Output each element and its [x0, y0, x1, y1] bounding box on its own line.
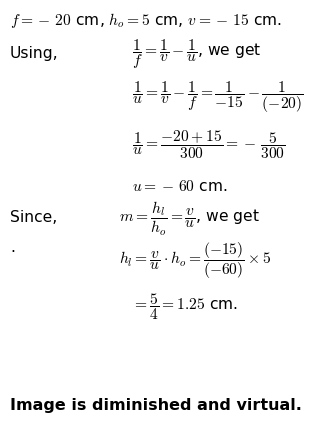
Text: Image is diminished and virtual.: Image is diminished and virtual.	[10, 398, 302, 413]
Text: $\dfrac{1}{u} = \dfrac{1}{v} - \dfrac{1}{f} = \dfrac{1}{-15} - \dfrac{1}{(-20)}$: $\dfrac{1}{u} = \dfrac{1}{v} - \dfrac{1}…	[132, 79, 304, 115]
Text: $m = \dfrac{h_l}{h_o} = \dfrac{v}{u}$, we get: $m = \dfrac{h_l}{h_o} = \dfrac{v}{u}$, w…	[119, 199, 260, 238]
Text: $u = -\,60$ cm.: $u = -\,60$ cm.	[132, 178, 228, 194]
Text: $f = -\,20$ cm, $h_o = 5$ cm, $v = -\,15$ cm.: $f = -\,20$ cm, $h_o = 5$ cm, $v = -\,15…	[10, 11, 282, 30]
Text: $h_l = \dfrac{v}{u} \cdot h_o = \dfrac{(-15)}{(-60)} \times 5$: $h_l = \dfrac{v}{u} \cdot h_o = \dfrac{(…	[119, 240, 271, 281]
Text: $= \dfrac{5}{4} = 1.25$ cm.: $= \dfrac{5}{4} = 1.25$ cm.	[132, 291, 239, 322]
Text: $\dfrac{1}{u} = \dfrac{-20+15}{300} = -\,\dfrac{5}{300}$: $\dfrac{1}{u} = \dfrac{-20+15}{300} = -\…	[132, 128, 286, 161]
Text: Since,: Since,	[10, 210, 57, 225]
Text: $\dfrac{1}{f} = \dfrac{1}{v} - \dfrac{1}{u}$, we get: $\dfrac{1}{f} = \dfrac{1}{v} - \dfrac{1}…	[132, 37, 262, 72]
Text: Using,: Using,	[10, 46, 59, 61]
Text: .: .	[10, 240, 15, 256]
